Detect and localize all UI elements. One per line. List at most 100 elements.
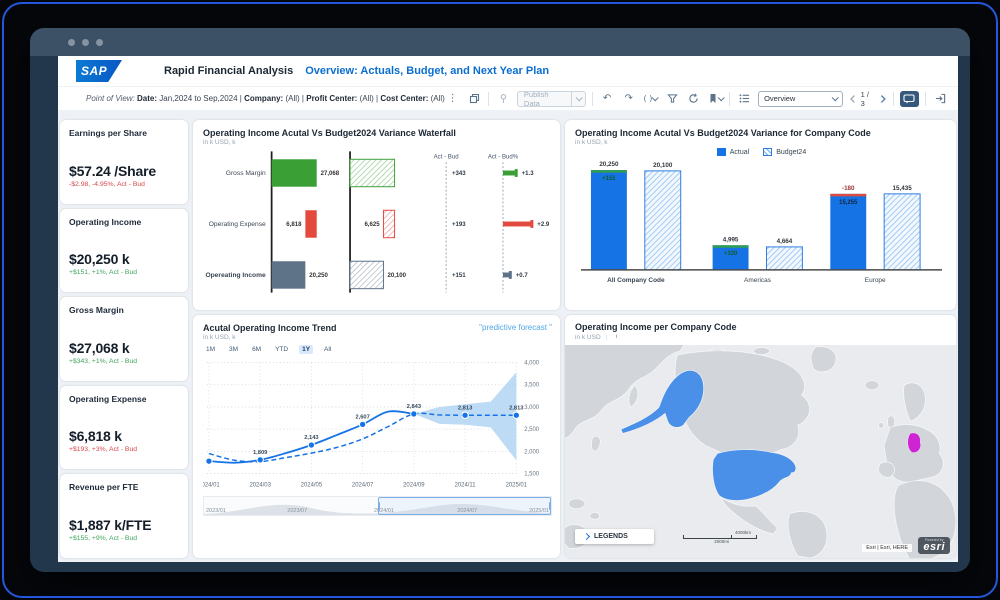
formula-icon[interactable]: ( ) xyxy=(643,91,660,107)
page-prev-icon[interactable] xyxy=(849,94,857,104)
redo-icon[interactable]: ↷ xyxy=(624,93,633,104)
comment-button[interactable] xyxy=(899,90,920,107)
navigator-label: 2023/07 xyxy=(287,508,308,514)
waterfall-chart-subtitle: in k USD, k xyxy=(203,139,236,146)
svg-text:Operating Expense: Operating Expense xyxy=(209,221,266,228)
filter-icon[interactable] xyxy=(664,91,680,107)
pov-company-label: Company: xyxy=(244,94,284,103)
scale-km-label: 4000km xyxy=(734,530,751,535)
pov-cost-center-value[interactable]: (All) xyxy=(430,94,445,103)
esri-logo[interactable]: Powered by esri xyxy=(918,537,950,554)
svg-text:4,000: 4,000 xyxy=(524,361,540,367)
pov-profit-center-value[interactable]: (All) xyxy=(359,94,374,103)
chevron-down-icon xyxy=(717,94,725,102)
waterfall-canvas[interactable]: Act - Bud Act - Bud% Gross Margin 27,068 +34… xyxy=(203,148,552,298)
exit-fullscreen-icon[interactable] xyxy=(932,91,948,107)
chevron-down-icon xyxy=(652,94,660,102)
kpi-title: Gross Margin xyxy=(69,305,124,316)
kpi-tile-gross-margin[interactable]: Gross Margin $27,068 k +$343, +1%, Act -… xyxy=(60,297,188,381)
map-region-usa[interactable] xyxy=(712,449,797,501)
kpi-tile-revenue-per-fte[interactable]: Revenue per FTE $1,887 k/FTE +$155, +9%,… xyxy=(60,474,188,558)
pov-prefix: Point of View: xyxy=(86,94,135,103)
kpi-value: $1,887 k/FTE xyxy=(69,516,152,533)
range-button-3m[interactable]: 3M xyxy=(229,346,239,353)
map-region-germany[interactable] xyxy=(907,432,921,453)
range-button-all[interactable]: All xyxy=(324,346,332,353)
svg-text:Europe: Europe xyxy=(865,277,886,284)
bar-chart-title: Operating Income Acutal Vs Budget2024 Va… xyxy=(575,128,871,138)
svg-text:1,500: 1,500 xyxy=(524,472,540,478)
toolbar-divider xyxy=(488,91,490,106)
refresh-icon[interactable] xyxy=(686,91,702,107)
map-region-alaska[interactable] xyxy=(620,370,704,434)
svg-text:2,500: 2,500 xyxy=(524,427,540,433)
info-icon[interactable]: i xyxy=(615,334,617,340)
toolbar: ⋮ Publish Data ↶ ↷ ( ) xyxy=(445,90,948,108)
kpi-value: $6,818 k xyxy=(69,428,122,445)
page-view-select[interactable]: Overview xyxy=(758,90,843,107)
page-next-icon[interactable] xyxy=(879,94,887,104)
kpi-delta: -$2.98, -4.95%, Act - Bud xyxy=(69,180,145,188)
page-list-icon[interactable] xyxy=(736,91,752,107)
legend-item-actual[interactable]: Actual xyxy=(716,148,749,156)
map-subtitle: in k USD xyxy=(575,333,601,341)
dashboard-body: Earnings per Share $57.24 /Share -$2.98,… xyxy=(58,110,958,562)
bar-chart-canvas[interactable]: 20,250 +151 20,100 4,995 +330 4,664 -180 15,255… xyxy=(575,158,948,290)
pov-date-value[interactable]: Jan,2024 to Sep,2024 xyxy=(159,94,238,103)
window-titlebar[interactable] xyxy=(30,28,970,56)
sap-logo: SAP xyxy=(76,60,122,82)
svg-text:1,809: 1,809 xyxy=(253,450,267,456)
toolbar-divider xyxy=(729,91,731,106)
world-map-canvas[interactable] xyxy=(565,345,956,558)
svg-text:Opereating Income: Opereating Income xyxy=(205,272,266,279)
map-chart-card: Operating Income per Company Code in k U… xyxy=(565,315,956,558)
pov-company-value[interactable]: (All) xyxy=(285,94,300,103)
range-button-1m[interactable]: 1M xyxy=(206,346,216,353)
bookmark-icon[interactable] xyxy=(708,91,725,107)
app-title: Rapid Financial Analysis xyxy=(164,65,294,77)
undo-icon[interactable]: ↶ xyxy=(602,93,612,104)
navigator-selection-window[interactable] xyxy=(377,497,551,515)
pin-icon[interactable] xyxy=(495,91,511,107)
svg-text:2,813: 2,813 xyxy=(509,405,523,411)
svg-text:2024/01: 2024/01 xyxy=(203,482,220,488)
legends-button[interactable]: LEGENDS xyxy=(575,529,654,544)
kpi-tile-earnings-per-share[interactable]: Earnings per Share $57.24 /Share -$2.98,… xyxy=(60,120,188,204)
svg-text:2,143: 2,143 xyxy=(304,435,318,441)
svg-text:+1.3: +1.3 xyxy=(522,171,535,177)
legend-item-budget24[interactable]: Budget24 xyxy=(763,148,806,156)
map-header: Operating Income per Company Code in k U… xyxy=(565,315,956,345)
range-button-6m[interactable]: 6M xyxy=(252,346,262,353)
svg-text:3,500: 3,500 xyxy=(524,383,540,389)
pov-separator: | xyxy=(239,94,242,103)
publish-data-dropdown[interactable] xyxy=(571,91,585,106)
window-dot[interactable] xyxy=(68,38,75,46)
publish-data-button[interactable]: Publish Data xyxy=(516,90,587,108)
svg-text:15,255: 15,255 xyxy=(839,200,858,206)
window-dot[interactable] xyxy=(96,38,103,46)
app-window: SAP Rapid Financial Analysis Overview: A… xyxy=(30,28,970,572)
actual-legend-swatch xyxy=(716,148,726,156)
svg-text:2,813: 2,813 xyxy=(458,405,472,411)
navigator-silhouette xyxy=(204,504,551,515)
window-dot[interactable] xyxy=(82,38,89,46)
kpi-tile-operating-expense[interactable]: Operating Expense $6,818 k +$193, +3%, A… xyxy=(60,385,188,470)
map-landmasses xyxy=(565,345,956,558)
kpi-tile-operating-income[interactable]: Operating Income $20,250 k +$151, +1%, A… xyxy=(60,208,188,293)
kpi-delta: +$343, +1%, Act - Bud xyxy=(69,357,138,365)
map-area[interactable]: LEGENDS 4000km 2000mi Esri | Esri, HERE … xyxy=(565,345,956,558)
point-of-view-text: Point of View: Date: Jan,2024 to Sep,202… xyxy=(86,94,445,103)
map-title: Operating Income per Company Code xyxy=(575,322,737,332)
kebab-menu-icon[interactable]: ⋮ xyxy=(447,93,458,104)
navigator-label: 2024/01 xyxy=(374,508,394,514)
svg-text:2024/11: 2024/11 xyxy=(455,482,477,488)
window-restore-icon[interactable] xyxy=(467,91,483,107)
range-button-1y[interactable]: 1Y xyxy=(299,345,314,354)
svg-text:2,607: 2,607 xyxy=(355,414,369,420)
svg-text:3,000: 3,000 xyxy=(524,405,540,411)
time-range-navigator[interactable]: 2023/01 2023/07 2024/01 2024/07 2025/01 xyxy=(203,496,552,516)
trend-chart-canvas[interactable]: 4,000 3,500 3,000 2,500 2,000 1,500 1,809 2,143… xyxy=(203,354,552,494)
kpi-delta: +$155, +9%, Act - Bud xyxy=(69,534,138,542)
page-indicator: 1 / 3 xyxy=(860,89,869,108)
range-button-ytd[interactable]: YTD xyxy=(275,346,289,353)
